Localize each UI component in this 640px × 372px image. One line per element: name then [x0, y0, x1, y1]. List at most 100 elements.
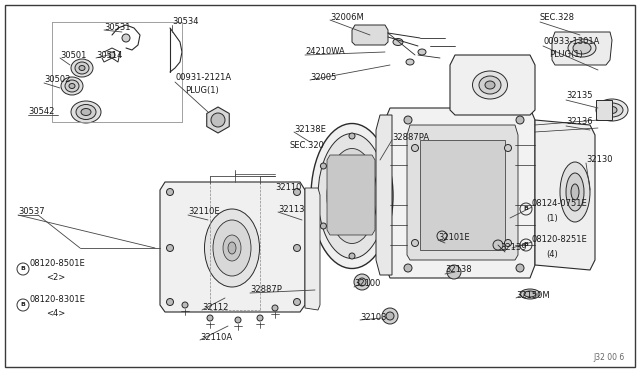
Text: <2>: <2>	[46, 273, 65, 282]
Polygon shape	[376, 115, 392, 275]
Polygon shape	[420, 140, 505, 250]
Circle shape	[235, 317, 241, 323]
Bar	[596, 100, 612, 120]
Polygon shape	[407, 125, 518, 260]
Text: 32101E: 32101E	[438, 234, 470, 243]
Text: 32110: 32110	[275, 183, 301, 192]
Text: 30501: 30501	[60, 51, 86, 61]
Ellipse shape	[418, 49, 426, 55]
Circle shape	[504, 240, 511, 247]
Ellipse shape	[81, 109, 91, 115]
Circle shape	[257, 315, 263, 321]
Ellipse shape	[573, 42, 591, 54]
Text: <4>: <4>	[46, 310, 65, 318]
Polygon shape	[535, 120, 595, 270]
Circle shape	[504, 144, 511, 151]
Polygon shape	[305, 188, 320, 310]
Circle shape	[412, 240, 419, 247]
Circle shape	[437, 231, 447, 241]
Circle shape	[378, 223, 383, 229]
Circle shape	[166, 298, 173, 305]
Text: 24210WA: 24210WA	[305, 48, 345, 57]
Circle shape	[207, 315, 213, 321]
Text: 08120-8251E: 08120-8251E	[532, 235, 588, 244]
Text: B: B	[524, 243, 529, 247]
Circle shape	[412, 144, 419, 151]
Circle shape	[447, 265, 461, 279]
Text: 32110A: 32110A	[200, 334, 232, 343]
Text: 08124-0751E: 08124-0751E	[532, 199, 588, 208]
Text: (4): (4)	[546, 250, 557, 259]
Circle shape	[166, 244, 173, 251]
Ellipse shape	[524, 291, 536, 297]
Ellipse shape	[485, 81, 495, 89]
Ellipse shape	[79, 65, 85, 71]
Text: B: B	[20, 266, 26, 272]
Polygon shape	[385, 108, 535, 278]
Polygon shape	[450, 55, 535, 115]
Ellipse shape	[69, 83, 75, 89]
Text: 32112: 32112	[202, 304, 228, 312]
Text: SEC.320: SEC.320	[290, 141, 325, 150]
Text: 32103: 32103	[360, 314, 387, 323]
Polygon shape	[327, 155, 375, 235]
Polygon shape	[552, 32, 612, 65]
Ellipse shape	[76, 105, 96, 119]
Text: 32130: 32130	[586, 155, 612, 164]
Circle shape	[182, 302, 188, 308]
Text: 30531: 30531	[104, 23, 131, 32]
Text: 00931-2121A: 00931-2121A	[175, 74, 231, 83]
Ellipse shape	[205, 209, 259, 287]
Ellipse shape	[601, 103, 623, 117]
Text: 32006M: 32006M	[330, 13, 364, 22]
Text: 32887P: 32887P	[250, 285, 282, 295]
Ellipse shape	[61, 77, 83, 95]
Text: 32100: 32100	[354, 279, 380, 289]
Text: 32138: 32138	[445, 266, 472, 275]
Text: 30502: 30502	[44, 76, 70, 84]
Circle shape	[272, 305, 278, 311]
Text: SEC.328: SEC.328	[540, 13, 575, 22]
Circle shape	[382, 308, 398, 324]
Circle shape	[404, 264, 412, 272]
Circle shape	[493, 240, 503, 250]
Ellipse shape	[213, 220, 251, 276]
Polygon shape	[207, 107, 229, 133]
Circle shape	[349, 133, 355, 139]
Ellipse shape	[520, 289, 540, 299]
Text: 32005: 32005	[310, 74, 337, 83]
Text: 32136: 32136	[566, 118, 593, 126]
Ellipse shape	[327, 148, 377, 244]
Circle shape	[211, 113, 225, 127]
Text: 08120-8301E: 08120-8301E	[30, 295, 86, 305]
Ellipse shape	[71, 59, 93, 77]
Text: B: B	[20, 302, 26, 308]
Circle shape	[386, 312, 394, 320]
Text: 32138E: 32138E	[294, 125, 326, 135]
Text: 30542: 30542	[28, 108, 54, 116]
Text: PLUG(1): PLUG(1)	[185, 86, 219, 94]
Circle shape	[109, 52, 115, 58]
Text: PLUG(1): PLUG(1)	[549, 49, 583, 58]
Ellipse shape	[71, 101, 101, 123]
Text: 32110E: 32110E	[188, 208, 220, 217]
Text: 32139: 32139	[500, 244, 527, 253]
Ellipse shape	[571, 184, 579, 200]
Ellipse shape	[65, 80, 79, 92]
Ellipse shape	[223, 235, 241, 261]
Ellipse shape	[318, 134, 386, 259]
Polygon shape	[160, 182, 305, 312]
Text: 08120-8501E: 08120-8501E	[30, 260, 86, 269]
Text: 30534: 30534	[172, 17, 198, 26]
Circle shape	[358, 278, 366, 286]
Ellipse shape	[472, 71, 508, 99]
Ellipse shape	[406, 59, 414, 65]
Circle shape	[378, 163, 383, 169]
Text: 32150M: 32150M	[516, 292, 550, 301]
Circle shape	[404, 116, 412, 124]
Ellipse shape	[607, 106, 617, 113]
Text: 32113: 32113	[278, 205, 305, 215]
Text: 30514: 30514	[96, 51, 122, 61]
Ellipse shape	[596, 99, 628, 121]
Circle shape	[294, 298, 301, 305]
